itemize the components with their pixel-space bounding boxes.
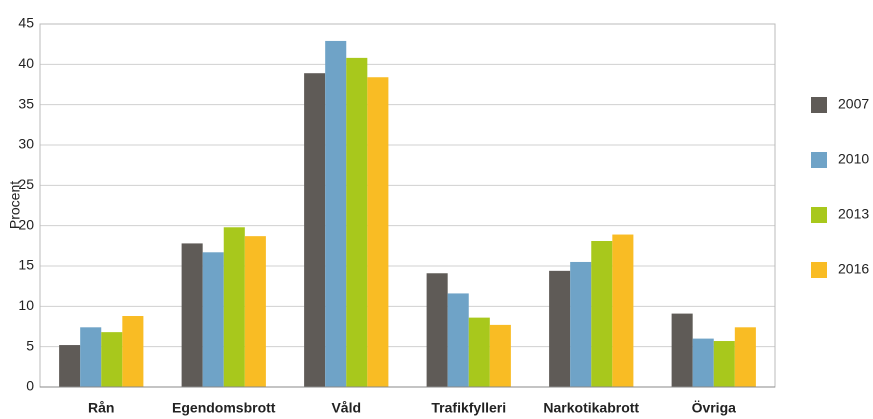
bar xyxy=(713,341,735,387)
y-tick-label: 10 xyxy=(18,297,34,313)
legend-label: 2016 xyxy=(838,261,869,277)
y-tick-label: 15 xyxy=(18,257,34,273)
x-tick-label: Narkotikabrott xyxy=(543,400,639,416)
bar xyxy=(426,273,448,387)
y-tick-label: 0 xyxy=(26,378,34,394)
legend-label: 2013 xyxy=(838,206,869,222)
bar xyxy=(734,327,756,387)
bar xyxy=(692,338,714,387)
legend-swatch xyxy=(811,262,827,278)
y-tick-label: 40 xyxy=(18,55,34,71)
bar xyxy=(244,236,266,387)
legend-label: 2010 xyxy=(838,151,869,167)
legend-swatch xyxy=(811,207,827,223)
bar xyxy=(570,261,592,387)
bar xyxy=(223,227,245,387)
x-tick-label: Övriga xyxy=(692,400,737,416)
bar xyxy=(591,240,613,387)
bar xyxy=(489,324,511,387)
y-tick-label: 45 xyxy=(18,15,34,31)
bar xyxy=(367,77,389,388)
y-tick-label: 30 xyxy=(18,136,34,152)
bar xyxy=(671,313,693,387)
bar xyxy=(59,345,81,387)
bar xyxy=(80,327,102,387)
x-tick-label: Trafikfylleri xyxy=(431,400,506,416)
y-tick-label: 20 xyxy=(18,216,34,232)
bar xyxy=(101,332,123,387)
bar xyxy=(612,234,634,387)
x-tick-label: Rån xyxy=(88,400,114,416)
bar xyxy=(468,317,490,387)
legend-swatch xyxy=(811,97,827,113)
legend-label: 2007 xyxy=(838,96,869,112)
bar xyxy=(304,73,326,387)
bar xyxy=(202,252,224,387)
x-tick-label: Våld xyxy=(331,400,361,416)
y-tick-label: 35 xyxy=(18,95,34,111)
plot-border xyxy=(39,23,776,388)
bar xyxy=(181,243,203,387)
bar xyxy=(346,57,368,387)
legend-swatch xyxy=(811,152,827,168)
bar xyxy=(549,270,571,387)
bar xyxy=(122,316,144,387)
bar xyxy=(447,293,469,387)
y-tick-label: 5 xyxy=(26,337,34,353)
x-tick-label: Egendomsbrott xyxy=(172,400,276,416)
y-tick-label: 25 xyxy=(18,176,34,192)
y-axis-label: Procent xyxy=(7,181,23,229)
bar xyxy=(325,40,347,387)
